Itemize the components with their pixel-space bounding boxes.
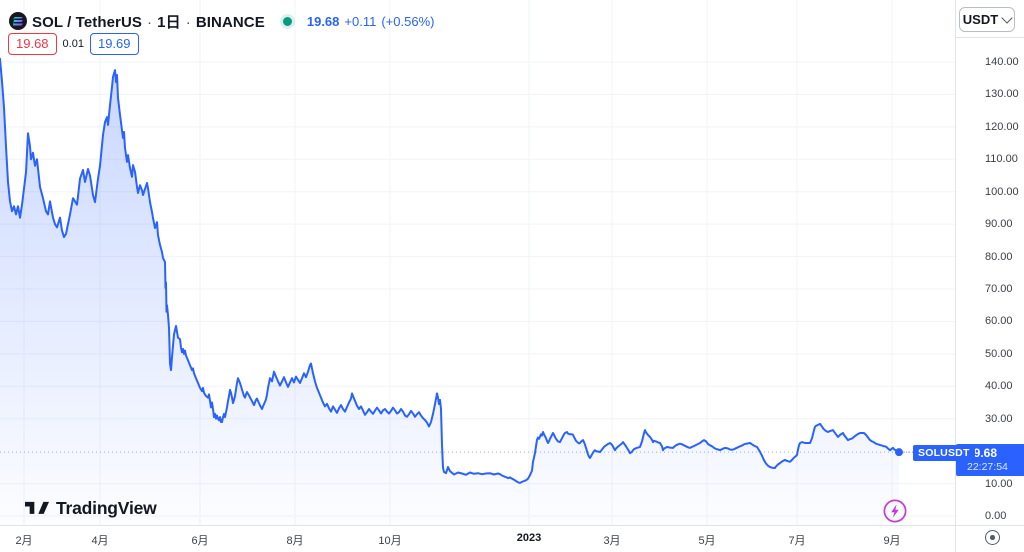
price-line-series [0, 57, 900, 484]
last-point-marker [895, 448, 903, 457]
price-change: +0.11 [344, 13, 377, 29]
last-price: 19.68 [306, 13, 340, 29]
time-axis-label: 4月 [91, 535, 109, 547]
time-axis-label: 9月 [883, 535, 901, 547]
price-axis-label: 30.00 [985, 412, 1013, 425]
last-price-line: 19.68 +0.11 (+0.56%) [307, 14, 435, 29]
price-axis-label: 10.00 [985, 477, 1013, 490]
chevron-down-icon [1001, 12, 1013, 24]
price-axis-label: 40.00 [985, 380, 1013, 393]
time-axis-label: 3月 [603, 535, 621, 547]
symbol-name: SOL / TetherUS [32, 13, 143, 31]
price-axis-label: 100.00 [985, 185, 1019, 198]
symbol-title[interactable]: SOL / TetherUS · 1日 · BINANCE [32, 11, 265, 32]
price-axis-label: 60.00 [985, 315, 1013, 328]
current-price-value: 19.68 [967, 446, 998, 460]
tradingview-mark-icon [25, 501, 49, 514]
price-change-percent: (+0.56%) [381, 13, 435, 29]
symbol-legend: SOL / TetherUS · 1日 · BINANCE 19.68 +0.11 (+0.… [9, 11, 434, 31]
axis-settings-dot [990, 535, 995, 540]
currency-dropdown-button[interactable]: USDT [959, 7, 1015, 32]
currency-label: USDT [962, 12, 999, 27]
price-axis-label: 0.00 [985, 510, 1007, 522]
price-axis-label: 130.00 [985, 88, 1019, 101]
separator: · [185, 13, 191, 31]
axis-divider [956, 37, 1024, 38]
price-axis-label: 120.00 [985, 120, 1019, 133]
time-axis[interactable]: 2月 4月 6月 8月 10月 2023 3月 5月 7月 9月 [0, 526, 955, 552]
lightning-icon[interactable] [882, 498, 908, 524]
price-axis-label: 110.00 [985, 153, 1018, 166]
axis-settings-ring [985, 530, 1000, 545]
bar-close-countdown: 22:27:54 [967, 460, 1008, 473]
time-axis-label: 7月 [788, 535, 806, 547]
price-axis-label: 50.00 [985, 347, 1013, 360]
price-axis-label: 70.00 [985, 283, 1013, 295]
series-label-tag[interactable]: SOLUSDT [913, 445, 975, 461]
time-axis-label: 6月 [191, 535, 209, 547]
time-axis-label: 2月 [15, 535, 33, 547]
time-axis-label: 8月 [286, 535, 304, 547]
interval-label: 1日 [157, 13, 181, 31]
time-axis-label: 2023 [516, 532, 542, 544]
ask-price-button[interactable]: 19.69 [89, 33, 139, 55]
time-axis-border [0, 525, 1024, 526]
axis-settings-icon[interactable] [985, 530, 1000, 545]
time-axis-label: 5月 [698, 535, 716, 547]
tradingview-logo-text: TradingView [56, 498, 157, 518]
market-status-icon[interactable] [282, 16, 292, 26]
area-fill [0, 58, 899, 526]
price-axis-label: 140.00 [985, 56, 1019, 68]
time-axis-label: 10月 [378, 535, 402, 547]
separator: · [147, 13, 153, 31]
exchange-label: BINANCE [195, 13, 265, 31]
price-axis-label: 90.00 [985, 218, 1013, 231]
bid-price-button[interactable]: 19.68 [8, 33, 57, 55]
tradingview-logo[interactable]: TradingView [25, 498, 157, 519]
price-axis-label: 80.00 [985, 250, 1013, 263]
bid-ask-row: 19.68 0.01 19.69 [8, 33, 139, 55]
spread-value: 0.01 [62, 38, 84, 50]
sol-coin-icon[interactable] [9, 12, 27, 30]
